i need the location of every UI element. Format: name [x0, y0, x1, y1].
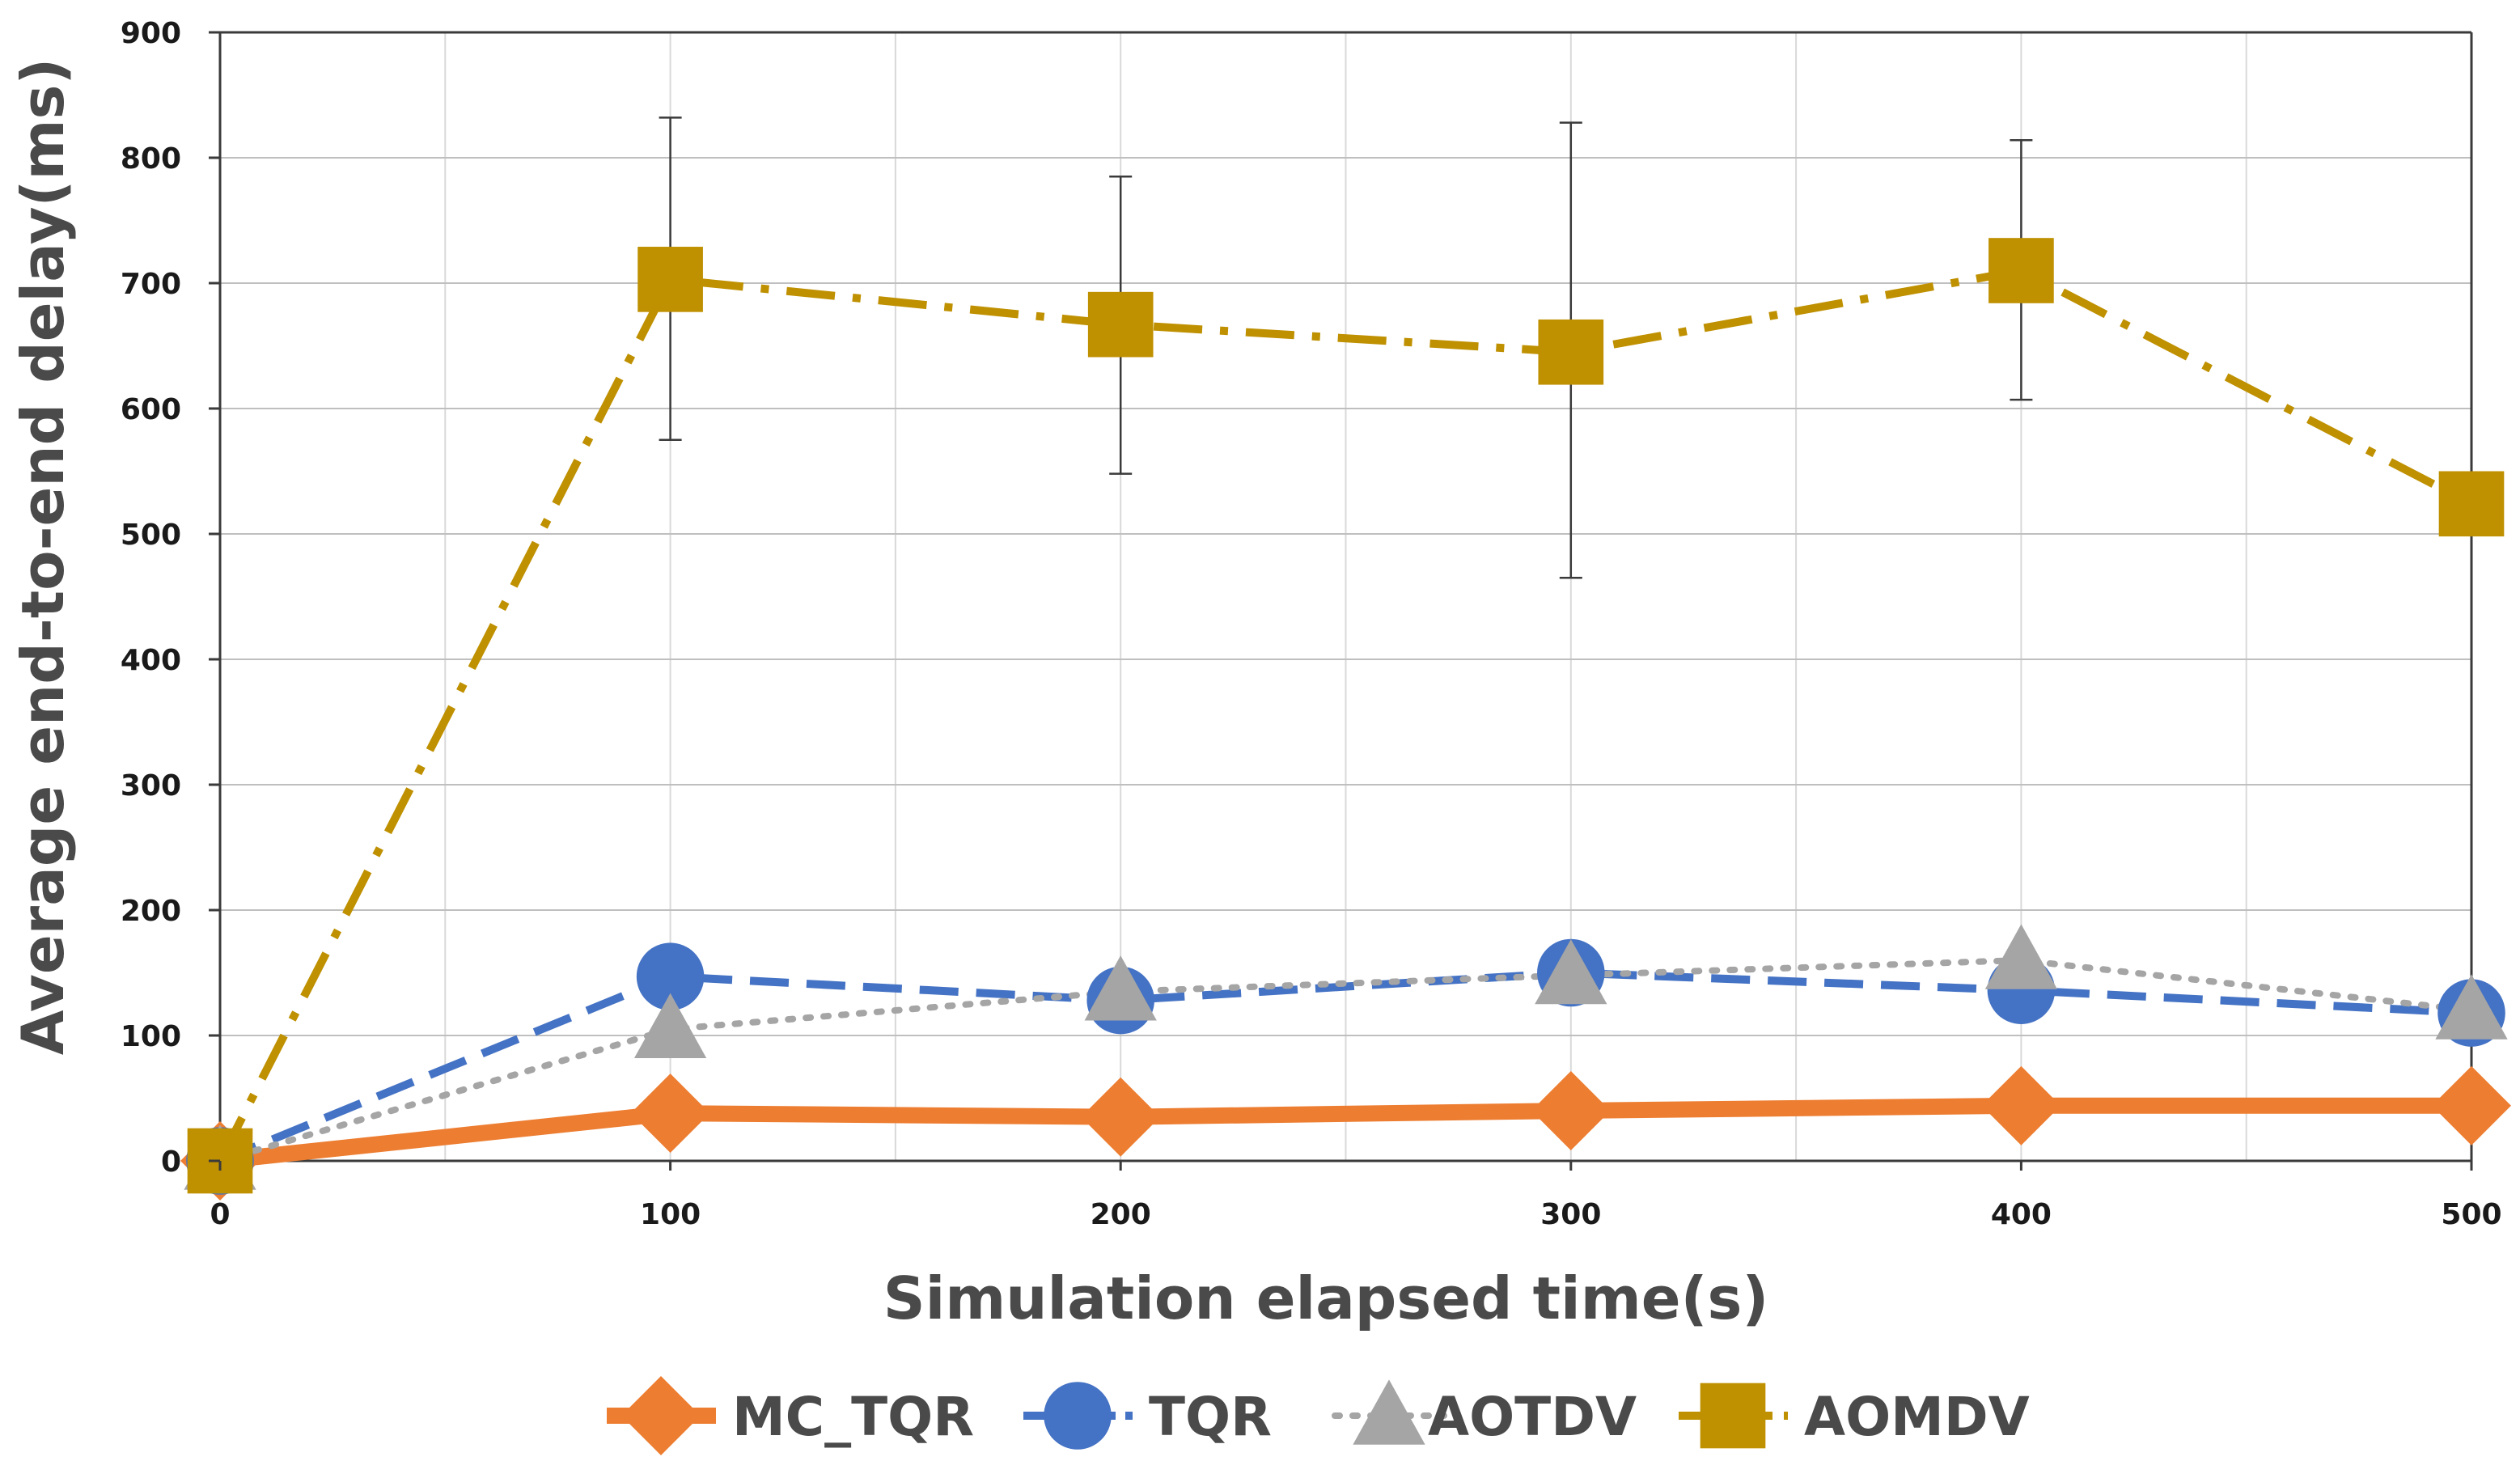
data-point-aotdv — [1984, 924, 2058, 989]
y-tick-label: 800 — [121, 142, 181, 176]
data-point-aomdv — [1087, 291, 1154, 358]
y-tick-label: 200 — [121, 895, 181, 928]
data-point-mc-tqr — [630, 1074, 710, 1154]
x-tick-label: 100 — [640, 1198, 701, 1231]
data-point-aotdv — [2435, 974, 2508, 1040]
legend-label-aotdv: AOTDV — [1428, 1386, 1637, 1448]
data-point-mc-tqr — [1981, 1065, 2061, 1146]
y-tick-label: 0 — [161, 1146, 181, 1179]
series-line-aomdv — [216, 266, 2474, 1163]
x-tick-label: 500 — [2441, 1198, 2501, 1231]
legend-marker-tqr — [1044, 1382, 1112, 1450]
data-point-mc-tqr — [1081, 1077, 1161, 1157]
y-tick-label: 700 — [121, 268, 181, 301]
data-point-aotdv — [1084, 955, 1157, 1021]
x-tick-label: 200 — [1091, 1198, 1151, 1231]
data-point-aomdv — [1988, 238, 2054, 303]
x-tick-label: 400 — [1991, 1198, 2052, 1231]
y-tick-label: 100 — [121, 1020, 181, 1053]
y-tick-label: 400 — [121, 644, 181, 677]
x-tick-label: 300 — [1540, 1198, 1601, 1231]
data-point-aotdv — [633, 993, 707, 1058]
data-point-mc-tqr — [2432, 1065, 2511, 1146]
legend-marker-aomdv — [1700, 1383, 1766, 1449]
y-tick-label: 600 — [121, 393, 181, 426]
y-tick-label: 900 — [121, 17, 181, 50]
data-point-aomdv — [2438, 471, 2505, 537]
x-tick-label: 0 — [210, 1198, 230, 1231]
series-line-aotdv — [217, 957, 2475, 1164]
legend-marker-mc-tqr — [621, 1376, 701, 1455]
data-point-aomdv — [637, 247, 703, 312]
y-tick-label: 500 — [121, 519, 181, 552]
y-tick-label: 300 — [121, 769, 181, 802]
data-point-mc-tqr — [1531, 1071, 1611, 1150]
x-axis-title: Simulation elapsed time(s) — [883, 1264, 1769, 1332]
legend-marker-aotdv — [1353, 1379, 1425, 1445]
legend: MC_TQR TQR AOTDV AOMDV — [607, 1376, 2030, 1455]
series-line-tqr — [218, 968, 2472, 1165]
legend-label-tqr: TQR — [1149, 1386, 1272, 1448]
data-point-aomdv — [1538, 319, 1604, 385]
legend-label-aomdv: AOMDV — [1804, 1386, 2030, 1448]
data-point-aotdv — [1535, 938, 1607, 1005]
data-point-tqr — [636, 942, 705, 1010]
legend-label-mc-tqr: MC_TQR — [732, 1386, 974, 1448]
series-line-mc-tqr — [218, 1097, 2471, 1169]
y-axis-title: Average end-to-end delay(ms) — [9, 58, 77, 1055]
